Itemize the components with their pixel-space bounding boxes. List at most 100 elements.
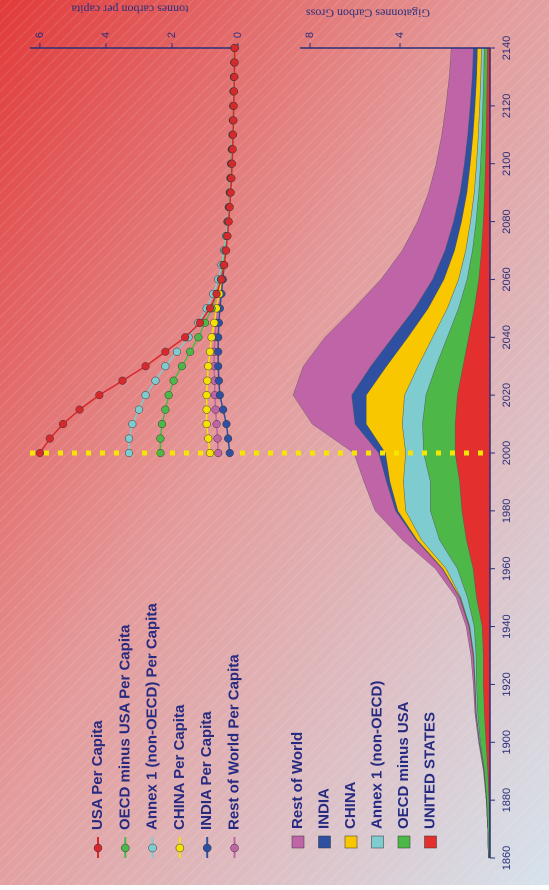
x-tick-label: 1860 xyxy=(501,846,513,870)
point xyxy=(212,420,221,429)
point xyxy=(141,391,150,400)
x-tick-label: 1980 xyxy=(501,499,513,523)
point xyxy=(95,391,104,400)
x-tick-label: 2060 xyxy=(501,267,513,291)
point xyxy=(186,347,195,356)
point xyxy=(224,434,233,443)
legend-marker xyxy=(230,843,239,853)
point xyxy=(222,246,231,255)
point xyxy=(228,159,237,168)
point xyxy=(128,420,137,429)
y-tick-label: 2 xyxy=(166,32,178,38)
x-tick-label: 2080 xyxy=(501,209,513,233)
y-tick-label: 4 xyxy=(100,32,112,38)
point xyxy=(161,347,170,356)
point xyxy=(177,362,186,371)
x-tick-label: 1900 xyxy=(501,730,513,754)
point xyxy=(58,420,68,429)
point xyxy=(228,145,237,154)
point xyxy=(204,362,213,371)
point xyxy=(194,333,203,342)
point xyxy=(229,87,239,96)
legend-label: Annex 1 (non-OECD) xyxy=(368,681,385,829)
legend-label: CHINA xyxy=(342,781,359,829)
legend-marker xyxy=(202,843,212,853)
point xyxy=(225,448,234,458)
point xyxy=(212,289,221,298)
point xyxy=(35,448,44,458)
legend-label: UNITED STATES xyxy=(421,712,438,829)
point xyxy=(213,434,222,443)
point xyxy=(222,420,231,429)
y-axis-title: Gigatonnes Carbon Gross xyxy=(306,6,430,20)
point xyxy=(195,318,205,327)
point xyxy=(202,405,211,414)
point xyxy=(214,362,223,371)
point xyxy=(205,347,214,356)
point xyxy=(141,362,150,371)
point xyxy=(172,347,181,356)
point xyxy=(124,434,134,443)
point xyxy=(210,318,219,327)
legend-swatch xyxy=(318,835,331,849)
point xyxy=(225,203,234,212)
point xyxy=(214,448,223,458)
point xyxy=(205,304,214,313)
point xyxy=(229,116,238,125)
x-tick-label: 2020 xyxy=(501,383,513,407)
legend-marker xyxy=(93,843,103,853)
point xyxy=(45,434,54,443)
point xyxy=(220,260,229,270)
legend-label: OECD minus USA Per Capita xyxy=(116,624,133,830)
point xyxy=(224,217,233,226)
point xyxy=(158,420,167,429)
legend-marker xyxy=(148,843,157,853)
y-tick-label: 4 xyxy=(394,32,406,38)
point xyxy=(227,174,236,183)
point xyxy=(230,43,239,53)
point xyxy=(75,405,84,414)
legend-label: OECD minus USA xyxy=(395,701,412,829)
x-tick-label: 2040 xyxy=(501,325,513,349)
plot: 1860 1880 1900 1920 1940 1960 1980 2000 2020 2040… xyxy=(30,32,513,870)
y-axis-title: tonnes carbon per capita xyxy=(71,2,189,16)
y-tick-label: 6 xyxy=(34,32,46,38)
point xyxy=(211,405,220,414)
point xyxy=(226,188,235,197)
point xyxy=(124,448,134,458)
legend-label: INDIA Per Capita xyxy=(198,711,215,830)
point xyxy=(217,275,226,284)
point xyxy=(230,72,239,81)
point xyxy=(203,376,212,385)
point xyxy=(230,58,239,67)
x-tick-label: 1960 xyxy=(501,556,513,580)
point xyxy=(134,405,144,414)
legend-label: CHINA Per Capita xyxy=(171,704,188,830)
legend-label: USA Per Capita xyxy=(89,720,106,830)
point xyxy=(161,405,170,414)
point xyxy=(181,333,190,342)
point xyxy=(156,434,165,443)
point xyxy=(202,420,211,429)
x-tick-label: 2120 xyxy=(501,94,513,118)
point xyxy=(229,101,238,110)
legend-swatch xyxy=(371,835,384,849)
legend-swatch xyxy=(344,835,358,849)
x-tick-label: 1920 xyxy=(501,672,513,696)
legend-marker xyxy=(121,843,130,853)
legend-label: Rest of World xyxy=(289,732,306,829)
legend-label: Rest of World Per Capita xyxy=(225,654,242,830)
x-tick-label: 1940 xyxy=(501,614,513,638)
point xyxy=(205,448,214,458)
legend-label: Annex 1 (non-OECD) Per Capita xyxy=(144,603,161,830)
point xyxy=(169,376,178,385)
point xyxy=(156,448,165,458)
point xyxy=(215,391,224,400)
legend-swatch xyxy=(291,835,305,849)
legend-swatch xyxy=(397,835,411,849)
point xyxy=(202,391,211,400)
y-tick-label: 0 xyxy=(232,32,244,38)
point xyxy=(214,347,223,356)
